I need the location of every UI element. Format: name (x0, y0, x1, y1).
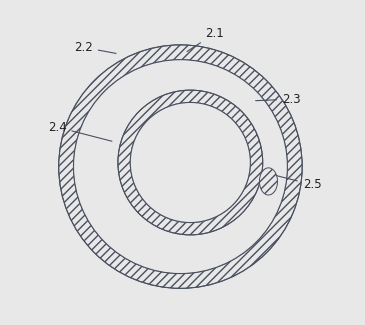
Text: 2.2: 2.2 (74, 41, 116, 54)
Ellipse shape (260, 168, 277, 195)
Text: 2.4: 2.4 (48, 121, 112, 141)
Circle shape (59, 45, 302, 288)
Ellipse shape (260, 168, 277, 195)
Text: 2.5: 2.5 (276, 176, 321, 191)
Text: 2.1: 2.1 (187, 27, 224, 52)
Circle shape (130, 102, 250, 223)
Circle shape (73, 60, 287, 274)
Text: 2.3: 2.3 (255, 93, 301, 106)
